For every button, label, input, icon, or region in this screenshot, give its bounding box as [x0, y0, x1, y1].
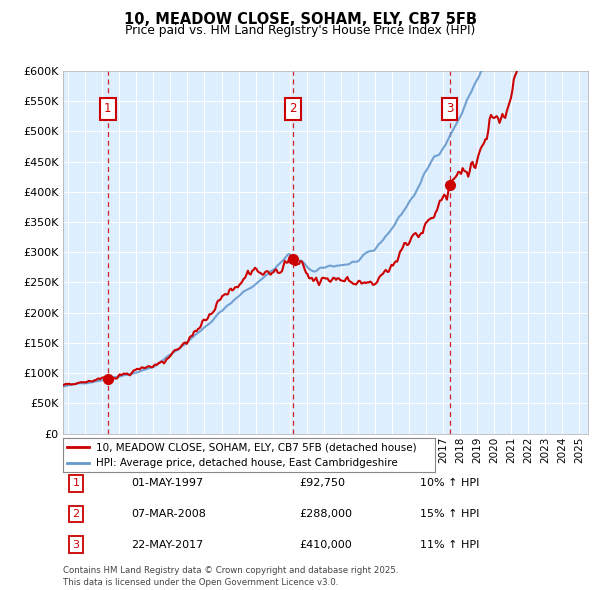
Text: HPI: Average price, detached house, East Cambridgeshire: HPI: Average price, detached house, East… [97, 458, 398, 468]
Text: 15% ↑ HPI: 15% ↑ HPI [420, 509, 479, 519]
Text: 10, MEADOW CLOSE, SOHAM, ELY, CB7 5FB: 10, MEADOW CLOSE, SOHAM, ELY, CB7 5FB [124, 12, 476, 27]
Text: 07-MAR-2008: 07-MAR-2008 [131, 509, 206, 519]
Text: Price paid vs. HM Land Registry's House Price Index (HPI): Price paid vs. HM Land Registry's House … [125, 24, 475, 37]
Text: 10, MEADOW CLOSE, SOHAM, ELY, CB7 5FB (detached house): 10, MEADOW CLOSE, SOHAM, ELY, CB7 5FB (d… [97, 442, 417, 452]
Text: £410,000: £410,000 [299, 540, 352, 549]
Text: 3: 3 [73, 540, 80, 549]
Text: £288,000: £288,000 [299, 509, 352, 519]
Text: 11% ↑ HPI: 11% ↑ HPI [420, 540, 479, 549]
Text: £92,750: £92,750 [299, 478, 345, 488]
Text: 2: 2 [73, 509, 80, 519]
Text: 22-MAY-2017: 22-MAY-2017 [131, 540, 203, 549]
Text: 3: 3 [446, 103, 453, 116]
Text: 1: 1 [73, 478, 80, 488]
Text: 1: 1 [104, 103, 112, 116]
Text: 2: 2 [289, 103, 296, 116]
Text: 01-MAY-1997: 01-MAY-1997 [131, 478, 203, 488]
Text: Contains HM Land Registry data © Crown copyright and database right 2025.
This d: Contains HM Land Registry data © Crown c… [63, 566, 398, 587]
Text: 10% ↑ HPI: 10% ↑ HPI [420, 478, 479, 488]
